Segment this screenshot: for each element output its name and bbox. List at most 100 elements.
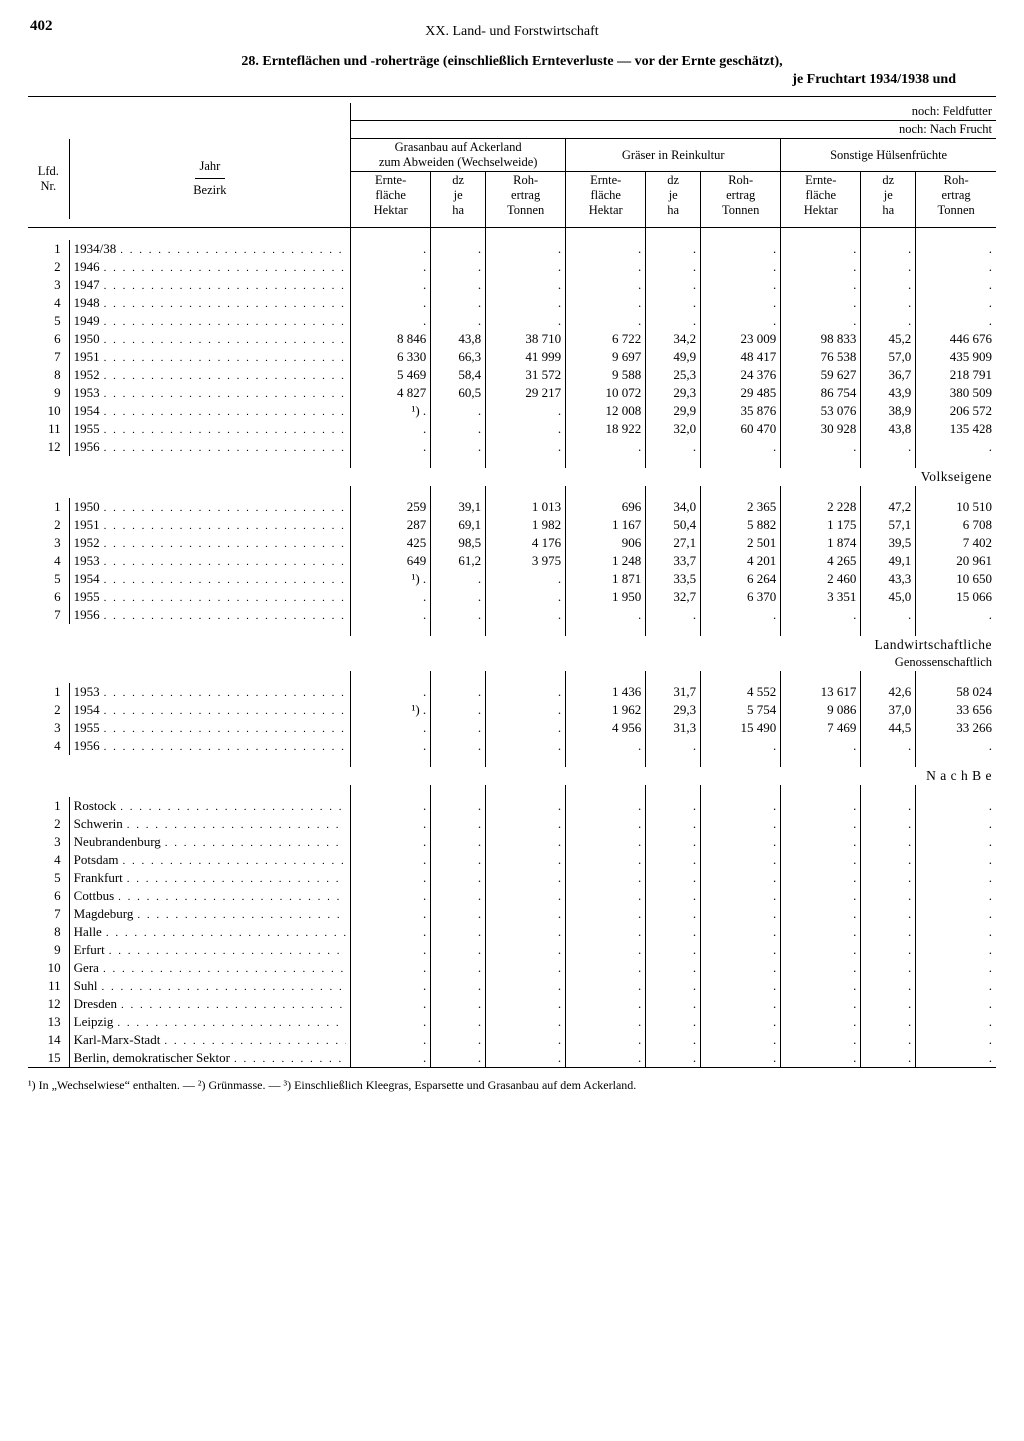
- table-row: 15Berlin, demokratischer Sektor.........: [28, 1049, 996, 1068]
- row-label: 1955: [69, 588, 350, 606]
- table-row: 121956.........: [28, 438, 996, 456]
- row-number: 9: [28, 941, 69, 959]
- row-label: 1953: [69, 384, 350, 402]
- table-row: 31955...4 95631,315 4907 46944,533 266: [28, 719, 996, 737]
- table-row: 8Halle.........: [28, 923, 996, 941]
- row-number: 4: [28, 552, 69, 570]
- row-label: Karl-Marx-Stadt: [69, 1031, 350, 1049]
- table-row: 11953...1 43631,74 55213 61742,658 024: [28, 683, 996, 701]
- table-row: 31947.........: [28, 276, 996, 294]
- row-number: 4: [28, 737, 69, 755]
- row-label: 1948: [69, 294, 350, 312]
- row-label: 1950: [69, 498, 350, 516]
- row-label: Berlin, demokratischer Sektor: [69, 1049, 350, 1068]
- col-jahr: Jahr: [74, 159, 346, 174]
- table-row: 111955...18 92232,060 47030 92843,8135 4…: [28, 420, 996, 438]
- col-sub-b1: dz je ha: [431, 172, 486, 220]
- row-number: 5: [28, 869, 69, 887]
- table-row: 2195128769,11 9821 16750,45 8821 17557,1…: [28, 516, 996, 534]
- row-label: Dresden: [69, 995, 350, 1013]
- row-number: 4: [28, 294, 69, 312]
- row-label: Neubrandenburg: [69, 833, 350, 851]
- row-label: 1955: [69, 420, 350, 438]
- table-subtitle: je Fruchtart 1934/1938 und: [28, 72, 996, 88]
- table-row: 1195025939,11 01369634,02 3652 22847,210…: [28, 498, 996, 516]
- row-label: 1956: [69, 606, 350, 624]
- row-number: 1: [28, 683, 69, 701]
- row-label: 1956: [69, 438, 350, 456]
- row-label: 1934/38: [69, 240, 350, 258]
- section-heading: Landwirtschaftliche: [28, 636, 996, 654]
- chapter-heading: XX. Land- und Forstwirtschaft: [28, 24, 996, 40]
- row-label: Halle: [69, 923, 350, 941]
- table-row: 21954¹) ...1 96229,35 7549 08637,033 656: [28, 701, 996, 719]
- col-bezirk: Bezirk: [74, 183, 346, 198]
- row-number: 3: [28, 276, 69, 294]
- row-label: Gera: [69, 959, 350, 977]
- row-number: 7: [28, 606, 69, 624]
- table-row: 12Dresden.........: [28, 995, 996, 1013]
- row-number: 7: [28, 348, 69, 366]
- row-label: 1947: [69, 276, 350, 294]
- row-label: Magdeburg: [69, 905, 350, 923]
- row-number: 8: [28, 366, 69, 384]
- row-number: 3: [28, 833, 69, 851]
- page-number: 402: [30, 18, 53, 35]
- row-number: 7: [28, 905, 69, 923]
- table-row: 619508 84643,838 7106 72234,223 00998 83…: [28, 330, 996, 348]
- col-sub-b3: dz je ha: [861, 172, 916, 220]
- col-group-graeser: Gräser in Reinkultur: [566, 139, 781, 172]
- table-row: 11Suhl.........: [28, 977, 996, 995]
- col-sub-c1: Roh- ertrag Tonnen: [486, 172, 566, 220]
- statistics-table: noch: Feldfutter noch: Nach Frucht Lfd. …: [28, 96, 996, 1072]
- row-label: 1955: [69, 719, 350, 737]
- table-row: 2Schwerin.........: [28, 815, 996, 833]
- table-title: 28. Ernteflächen und -roherträge (einsch…: [28, 54, 996, 70]
- section-heading: Volkseigene: [28, 468, 996, 486]
- table-row: 9Erfurt.........: [28, 941, 996, 959]
- table-row: 41948.........: [28, 294, 996, 312]
- table-row: 719516 33066,341 9999 69749,948 41776 53…: [28, 348, 996, 366]
- row-label: 1954: [69, 701, 350, 719]
- row-label: 1950: [69, 330, 350, 348]
- table-row: 11934/38.........: [28, 240, 996, 258]
- row-number: 5: [28, 312, 69, 330]
- row-label: 1952: [69, 366, 350, 384]
- table-row: 6Cottbus.........: [28, 887, 996, 905]
- row-number: 11: [28, 977, 69, 995]
- row-number: 10: [28, 959, 69, 977]
- row-label: 1956: [69, 737, 350, 755]
- row-number: 14: [28, 1031, 69, 1049]
- note-feldfutter: noch: Feldfutter: [351, 103, 996, 121]
- row-label: 1946: [69, 258, 350, 276]
- row-label: 1951: [69, 348, 350, 366]
- col-sub-b2: dz je ha: [646, 172, 701, 220]
- row-number: 9: [28, 384, 69, 402]
- row-number: 6: [28, 887, 69, 905]
- col-group-grasanbau: Grasanbau auf Ackerland zum Abweiden (We…: [351, 139, 566, 172]
- row-label: Cottbus: [69, 887, 350, 905]
- row-number: 12: [28, 438, 69, 456]
- table-row: 71956.........: [28, 606, 996, 624]
- table-row: 13Leipzig.........: [28, 1013, 996, 1031]
- row-label: 1954: [69, 402, 350, 420]
- col-sub-c3: Roh- ertrag Tonnen: [916, 172, 996, 220]
- row-number: 4: [28, 851, 69, 869]
- table-row: 10Gera.........: [28, 959, 996, 977]
- row-number: 2: [28, 516, 69, 534]
- row-number: 6: [28, 330, 69, 348]
- row-label: 1953: [69, 552, 350, 570]
- row-number: 1: [28, 797, 69, 815]
- row-number: 3: [28, 719, 69, 737]
- row-label: 1951: [69, 516, 350, 534]
- row-label: 1954: [69, 570, 350, 588]
- col-sub-a3: Ernte- fläche Hektar: [781, 172, 861, 220]
- row-number: 1: [28, 498, 69, 516]
- table-row: 4195364961,23 9751 24833,74 2014 26549,1…: [28, 552, 996, 570]
- table-row: 21946.........: [28, 258, 996, 276]
- row-label: Potsdam: [69, 851, 350, 869]
- col-sub-c2: Roh- ertrag Tonnen: [701, 172, 781, 220]
- table-row: 1Rostock.........: [28, 797, 996, 815]
- table-row: 919534 82760,529 21710 07229,329 48586 7…: [28, 384, 996, 402]
- table-row: 101954¹) ...12 00829,935 87653 07638,920…: [28, 402, 996, 420]
